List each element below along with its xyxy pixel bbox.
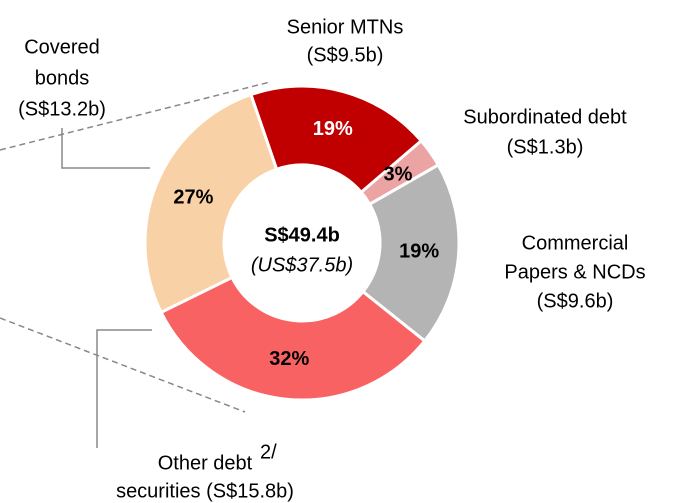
category-label: (S$1.3b)	[507, 136, 584, 158]
value-label: 3%	[384, 164, 413, 186]
category-label: (S$9.5b)	[307, 44, 384, 66]
category-label: securities (S$15.8b)	[116, 480, 294, 502]
center-total: S$49.4b	[264, 224, 340, 246]
category-label: Other debt	[158, 452, 253, 474]
center-usd: (US$37.5b)	[251, 254, 353, 276]
slice	[159, 275, 427, 402]
value-label: 19%	[399, 240, 439, 262]
callout-dash	[0, 317, 246, 413]
category-label: (S$9.6b)	[537, 290, 614, 312]
slice	[143, 92, 279, 315]
value-label: 19%	[313, 118, 353, 140]
category-label: Papers & NCDs	[504, 261, 645, 283]
category-label: Commercial	[522, 232, 629, 254]
slice	[248, 84, 424, 195]
callout-dash	[0, 81, 271, 151]
category-label: (S$13.2b)	[18, 98, 106, 120]
value-label: 32%	[269, 348, 309, 370]
category-label: Senior MTNs	[287, 16, 404, 38]
slice	[360, 162, 461, 344]
category-label: bonds	[35, 67, 90, 89]
category-label: Subordinated debt	[463, 106, 627, 128]
leader-line	[61, 128, 150, 169]
value-label: 27%	[173, 187, 213, 209]
category-label: Covered	[24, 36, 100, 58]
footnote-mark: 2/	[260, 441, 277, 463]
slices	[143, 84, 461, 402]
leader-line	[96, 329, 152, 448]
